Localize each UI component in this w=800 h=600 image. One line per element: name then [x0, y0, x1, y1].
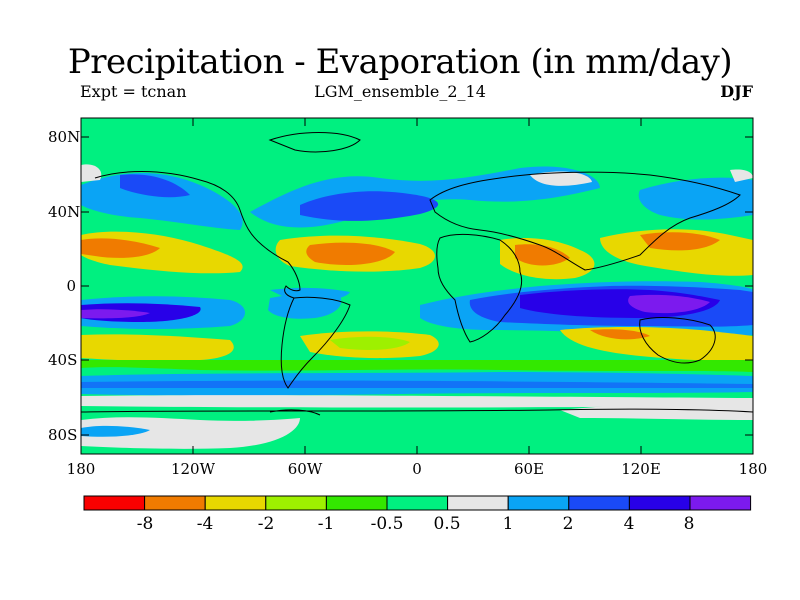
southern-neutral — [81, 395, 753, 408]
npacific-dry-core — [81, 238, 160, 258]
spacific-dry — [81, 334, 234, 361]
antarctic-neutral-west — [81, 417, 300, 449]
colorbar-swatch — [204, 495, 267, 511]
colorbar-swatch — [265, 495, 327, 511]
eurasia-coast — [429, 171, 741, 271]
colorbar-swatch — [386, 495, 449, 511]
lat-label-equator: 0 — [66, 277, 76, 295]
colorbar-label: -4 — [196, 514, 214, 534]
lon-label-180e: 180 — [738, 460, 768, 478]
colorbar-label: 8 — [683, 514, 695, 534]
colorbar — [83, 495, 752, 511]
axis-ticks — [81, 118, 753, 454]
lon-label-120w: 120W — [170, 460, 216, 478]
alaska-core — [120, 174, 190, 198]
colorbar-swatch — [689, 495, 752, 511]
southern-dry-band — [81, 360, 753, 372]
lat-label-40n: 40N — [48, 203, 81, 221]
coastlines — [81, 132, 753, 416]
colorbar-swatch — [507, 495, 570, 511]
colorbar-swatch — [568, 495, 630, 511]
ensemble-label: LGM_ensemble_2_14 — [314, 82, 486, 101]
colorbar-swatch — [325, 495, 388, 511]
north-america-coast — [94, 171, 301, 299]
eurasia-neutral — [530, 171, 592, 186]
colorbar-label: -1 — [317, 514, 335, 534]
colorbar-swatch — [83, 495, 146, 511]
colorbar-label: 2 — [562, 514, 574, 534]
lon-label-180w: 180 — [66, 460, 96, 478]
colorbar-label: 0.5 — [433, 514, 461, 534]
amazon-rain — [268, 293, 342, 319]
season-label: DJF — [720, 82, 753, 101]
maritime-continent-max — [628, 294, 710, 314]
pacific-stormtrack-east — [638, 177, 753, 220]
australia-coast — [639, 317, 716, 364]
natlantic-dry-core — [306, 242, 395, 265]
lon-label-60e: 60E — [513, 460, 545, 478]
colorbar-swatch — [447, 495, 509, 511]
lon-label-60w: 60W — [287, 460, 323, 478]
colorbar-label: 4 — [623, 514, 635, 534]
atlantic-stormtrack-core — [300, 191, 439, 221]
colorbar-swatch — [144, 495, 206, 511]
lon-label-120e: 120E — [621, 460, 661, 478]
southern-stormtrack-core — [81, 380, 753, 388]
africa-coast — [436, 233, 523, 343]
colorbar-label: -8 — [136, 514, 154, 534]
figure-title: Precipitation - Evaporation (in mm/day) — [67, 42, 733, 82]
map-field — [81, 118, 753, 454]
lat-label-80n: 80N — [48, 128, 81, 146]
lat-label-40s: 40S — [48, 351, 78, 369]
colorbar-label: 1 — [502, 514, 514, 534]
antarctica-coast — [81, 408, 753, 413]
greenland-coast — [268, 132, 361, 153]
lat-label-80s: 80S — [48, 426, 78, 444]
colorbar-label: -2 — [257, 514, 275, 534]
experiment-label: Expt = tcnan — [80, 82, 187, 101]
colorbar-swatch — [628, 495, 691, 511]
colorbar-label: -0.5 — [370, 514, 404, 534]
antarctic-neutral-east — [560, 403, 753, 420]
south-america-coast — [280, 296, 351, 389]
lon-label-0: 0 — [412, 460, 422, 478]
